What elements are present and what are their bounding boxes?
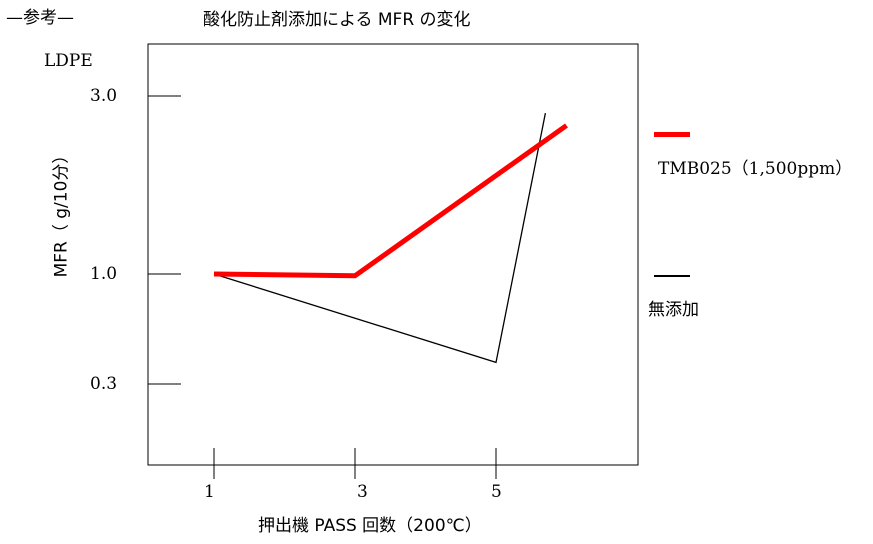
plot-frame: [147, 43, 639, 466]
legend-label-tmb025: TMB025（1,500ppm）: [658, 159, 853, 179]
x-tick-label-3: 3: [357, 482, 368, 502]
x-axis-label: 押出機 PASS 回数（200℃）: [258, 516, 482, 536]
x-tick-label-1: 1: [204, 482, 215, 502]
legend-label-no-additive: 無添加: [648, 300, 699, 320]
y-tick-label-0-3: 0.3: [90, 374, 118, 394]
legend-swatch-tmb025: [654, 132, 690, 137]
chart-title: 酸化防止剤添加による MFR の変化: [203, 10, 471, 30]
material-label: LDPE: [44, 51, 93, 71]
y-axis-label: MFR（ g/10分）: [51, 146, 72, 278]
y-tick-label-3-0: 3.0: [90, 86, 118, 106]
series-line-tmb025: [213, 123, 568, 279]
y-tick-label-1-0: 1.0: [90, 264, 118, 284]
series-line-no-additive: [213, 112, 547, 364]
legend-swatch-no-additive: [654, 275, 690, 277]
reference-label: —参考—: [6, 8, 74, 28]
x-tick-label-5: 5: [491, 482, 502, 502]
